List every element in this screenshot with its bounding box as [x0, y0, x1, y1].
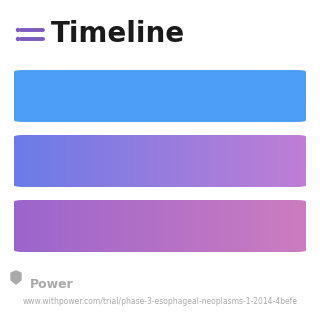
Text: Varies: Varies	[247, 153, 292, 168]
Text: Power: Power	[30, 278, 74, 290]
Text: Timeline: Timeline	[51, 20, 185, 47]
Text: Treatment ~: Treatment ~	[32, 153, 124, 168]
Circle shape	[17, 38, 20, 41]
Polygon shape	[11, 271, 21, 284]
Text: up to 5 years: up to 5 years	[195, 218, 292, 233]
Text: Follow ups ~: Follow ups ~	[32, 218, 126, 233]
Text: Screening ~: Screening ~	[32, 89, 122, 104]
Text: www.withpower.com/trial/phase-3-esophageal-neoplasms-1-2014-4befe: www.withpower.com/trial/phase-3-esophage…	[22, 298, 298, 306]
Circle shape	[17, 28, 20, 31]
Text: 3 weeks: 3 weeks	[232, 89, 292, 104]
